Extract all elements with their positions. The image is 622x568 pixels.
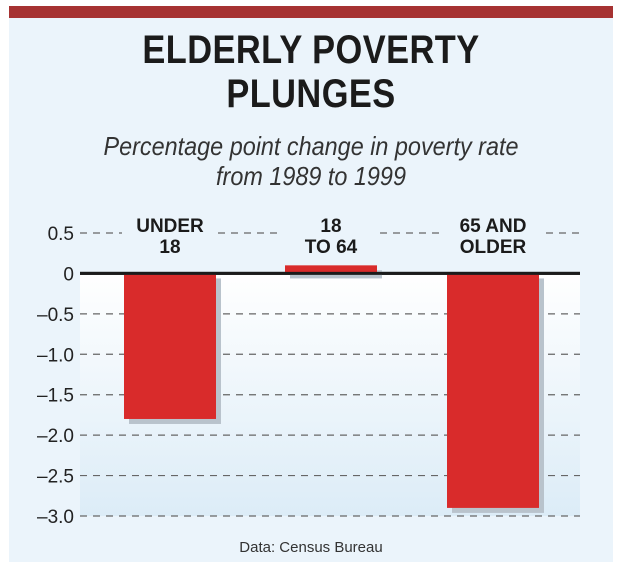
title-line-1: ELDERLY POVERTY [142,28,480,72]
y-tick-label: 0 [63,264,74,285]
chart-subtitle: Percentage point change in poverty rate … [31,131,591,191]
y-tick-label: –3.0 [37,507,74,528]
subtitle-line-1: Percentage point change in poverty rate [103,131,519,161]
y-tick-label: –1.0 [37,345,74,366]
bar [124,273,216,419]
category-label: 18 [159,237,180,258]
chart-title: ELDERLY POVERTY PLUNGES [44,28,579,116]
top-accent-bar [9,6,613,18]
bar [285,265,377,274]
category-label: 65 AND [460,216,527,237]
bars [80,265,580,513]
category-label: OLDER [460,237,527,258]
y-tick-label: 0.5 [48,224,74,245]
category-label: 18 [320,216,341,237]
category-label: TO 64 [305,237,358,258]
title-line-2: PLUNGES [226,72,396,116]
y-tick-label: –1.5 [37,386,74,407]
y-tick-label: –2.0 [37,426,74,447]
subtitle-line-2: from 1989 to 1999 [216,161,406,191]
y-tick-label: –2.5 [37,467,74,488]
y-tick-labels: 0.5 0 –0.5 –1.0 –1.5 –2.0 –2.5 –3.0 [37,224,74,528]
category-label: UNDER [136,216,204,237]
y-tick-label: –0.5 [37,305,74,326]
source-note: Data: Census Bureau [239,539,382,556]
bar [447,273,539,508]
